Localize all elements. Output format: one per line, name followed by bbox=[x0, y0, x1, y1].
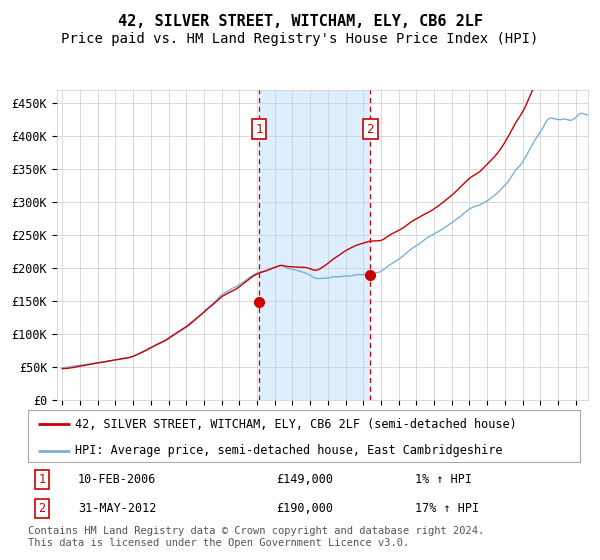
Text: £149,000: £149,000 bbox=[277, 473, 334, 486]
Text: 1: 1 bbox=[255, 123, 263, 136]
Text: 31-MAY-2012: 31-MAY-2012 bbox=[78, 502, 156, 515]
Text: Contains HM Land Registry data © Crown copyright and database right 2024.
This d: Contains HM Land Registry data © Crown c… bbox=[28, 526, 484, 548]
Text: Price paid vs. HM Land Registry's House Price Index (HPI): Price paid vs. HM Land Registry's House … bbox=[61, 32, 539, 46]
Text: 2: 2 bbox=[367, 123, 374, 136]
Bar bbox=[259, 90, 370, 400]
Text: 42, SILVER STREET, WITCHAM, ELY, CB6 2LF: 42, SILVER STREET, WITCHAM, ELY, CB6 2LF bbox=[118, 14, 482, 29]
Text: HPI: Average price, semi-detached house, East Cambridgeshire: HPI: Average price, semi-detached house,… bbox=[75, 444, 503, 457]
Text: 10-FEB-2006: 10-FEB-2006 bbox=[78, 473, 156, 486]
Text: 17% ↑ HPI: 17% ↑ HPI bbox=[415, 502, 479, 515]
Text: £190,000: £190,000 bbox=[277, 502, 334, 515]
Text: 1: 1 bbox=[38, 473, 46, 486]
Text: 1% ↑ HPI: 1% ↑ HPI bbox=[415, 473, 472, 486]
Text: 2: 2 bbox=[38, 502, 46, 515]
Text: 42, SILVER STREET, WITCHAM, ELY, CB6 2LF (semi-detached house): 42, SILVER STREET, WITCHAM, ELY, CB6 2LF… bbox=[75, 418, 517, 431]
